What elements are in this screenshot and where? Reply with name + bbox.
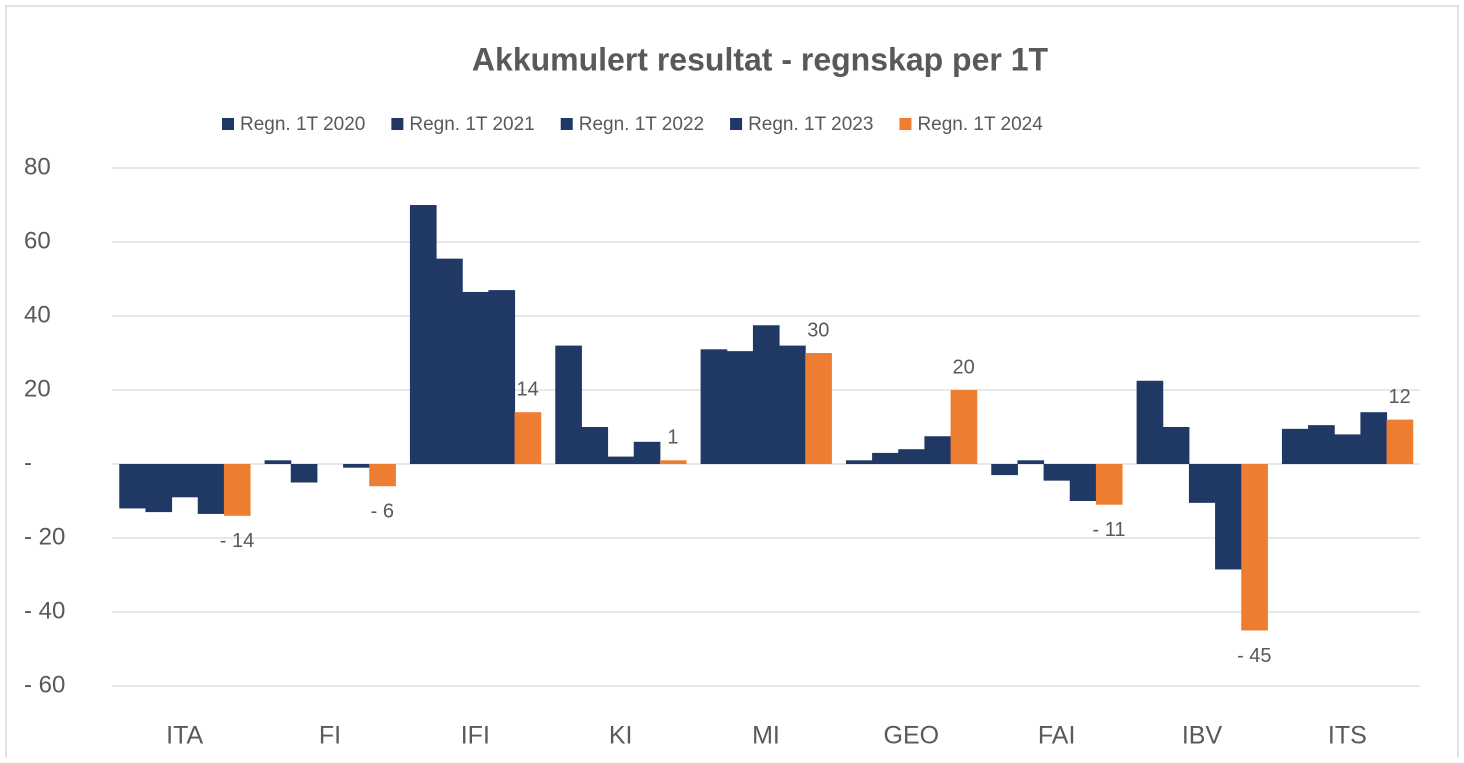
legend-label: Regn. 1T 2021 <box>409 114 534 135</box>
bar <box>805 353 832 464</box>
y-tick-label: - 40 <box>24 597 65 624</box>
bar <box>1162 427 1190 464</box>
bar <box>752 325 780 464</box>
data-label: - 6 <box>371 500 394 522</box>
y-tick-label: 40 <box>24 301 51 328</box>
bar <box>1017 460 1045 464</box>
bar <box>264 460 292 464</box>
bar <box>119 464 146 509</box>
bar <box>1188 464 1216 503</box>
bar <box>1386 419 1414 464</box>
bar <box>1241 464 1268 631</box>
bar <box>514 412 542 464</box>
bar <box>555 345 582 464</box>
y-tick-label: - 60 <box>24 671 65 698</box>
legend-swatch <box>899 118 912 130</box>
bar <box>845 460 873 464</box>
x-tick-label: MI <box>752 722 780 750</box>
legend-label: Regn. 1T 2022 <box>579 114 704 135</box>
bar <box>1334 434 1361 464</box>
bar <box>488 290 516 464</box>
data-label: 30 <box>807 319 829 341</box>
y-tick-label: 80 <box>24 153 51 180</box>
bar <box>1069 464 1097 501</box>
bar <box>343 464 370 468</box>
bar <box>290 464 318 483</box>
bar <box>171 464 199 498</box>
bar <box>197 464 225 514</box>
bar <box>607 456 635 464</box>
bar <box>872 452 899 464</box>
data-label: 20 <box>953 356 975 378</box>
bar <box>898 449 925 464</box>
bar <box>950 390 978 464</box>
bar <box>633 441 661 464</box>
bar <box>145 464 173 513</box>
y-tick-label: 20 <box>24 375 51 402</box>
x-tick-label: GEO <box>884 722 940 750</box>
bar <box>1308 425 1335 464</box>
legend-label: Regn. 1T 2020 <box>240 114 365 135</box>
legend-label: Regn. 1T 2024 <box>917 114 1043 135</box>
y-tick-label: - 20 <box>24 523 65 550</box>
x-tick-label: FAI <box>1038 722 1076 750</box>
bar <box>991 464 1018 476</box>
bar <box>1043 464 1071 481</box>
bar <box>779 345 806 464</box>
data-label: - 14 <box>220 530 254 552</box>
legend-label: Regn. 1T 2023 <box>748 114 873 135</box>
data-label: - 45 <box>1237 645 1271 667</box>
bar <box>436 258 463 464</box>
x-tick-label: FI <box>319 722 341 750</box>
bar <box>659 460 687 464</box>
bar <box>462 291 489 464</box>
legend-swatch <box>391 118 404 130</box>
data-label: 12 <box>1389 386 1411 408</box>
legend-swatch <box>560 118 573 130</box>
bar <box>581 427 609 464</box>
bar <box>1281 428 1309 464</box>
data-label: - 11 <box>1092 519 1125 541</box>
bar <box>924 436 952 464</box>
y-tick-label: 60 <box>24 227 51 254</box>
bar <box>700 349 728 464</box>
x-tick-label: IBV <box>1182 722 1223 750</box>
data-label: 1 <box>667 427 678 449</box>
chart-title: Akkumulert resultat - regnskap per 1T <box>472 41 1049 77</box>
bar <box>1360 412 1388 464</box>
bar <box>1215 464 1242 570</box>
legend-swatch <box>730 118 743 130</box>
bar <box>1095 464 1123 505</box>
x-tick-label: IFI <box>461 722 490 750</box>
bar <box>726 351 754 464</box>
bar <box>409 205 437 464</box>
bar <box>369 464 396 487</box>
x-tick-label: ITS <box>1328 722 1367 750</box>
data-label: 14 <box>517 378 539 400</box>
bar <box>1136 380 1164 464</box>
x-tick-label: ITA <box>166 722 203 750</box>
bar <box>223 464 251 516</box>
y-tick-label: - <box>24 449 32 476</box>
legend-swatch <box>222 118 234 130</box>
x-tick-label: KI <box>609 722 633 750</box>
